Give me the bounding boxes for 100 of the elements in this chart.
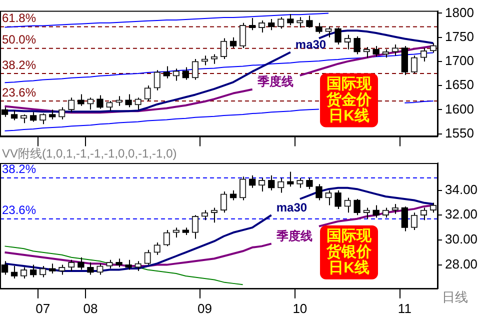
candlestick bbox=[258, 20, 266, 34]
candlestick bbox=[420, 47, 428, 62]
candlestick bbox=[248, 174, 256, 188]
candlestick bbox=[134, 260, 142, 272]
x-tick-label: 07 bbox=[36, 300, 50, 316]
chart-title: VV附线(1,0,1,-1,-1,-1,0,0,-1,-1,0) bbox=[2, 146, 177, 160]
candlestick bbox=[354, 198, 360, 216]
annotation: 38.2% bbox=[2, 162, 36, 176]
candlestick bbox=[68, 259, 75, 272]
candlestick bbox=[296, 16, 304, 28]
candlestick bbox=[10, 110, 18, 121]
y-tick-label: 30.00 bbox=[445, 232, 478, 247]
candlestick bbox=[372, 204, 380, 218]
candlestick bbox=[116, 96, 122, 106]
candlestick bbox=[96, 263, 104, 276]
candlestick bbox=[287, 14, 294, 26]
y-tick-label: 1750 bbox=[445, 28, 474, 44]
y-tick-label: 32.00 bbox=[445, 206, 478, 222]
series-label: 季度线 bbox=[275, 229, 312, 244]
candlestick bbox=[334, 190, 342, 210]
candlestick bbox=[40, 113, 46, 125]
candlestick bbox=[230, 190, 237, 201]
candlestick bbox=[306, 177, 313, 190]
annotation: 38.2% bbox=[2, 58, 36, 72]
candlestick bbox=[192, 58, 199, 80]
candlestick bbox=[334, 27, 342, 46]
candlestick bbox=[144, 85, 151, 102]
candlestick bbox=[68, 97, 75, 113]
candlestick bbox=[30, 112, 37, 122]
candlestick bbox=[78, 94, 84, 106]
candlestick bbox=[363, 46, 370, 58]
candlestick bbox=[220, 38, 228, 60]
annotation: 23.6% bbox=[2, 85, 36, 100]
candlestick bbox=[316, 22, 322, 34]
candlestick bbox=[372, 46, 380, 58]
candlestick bbox=[87, 97, 94, 110]
candlestick bbox=[382, 207, 389, 218]
candlestick bbox=[354, 36, 360, 55]
candlestick bbox=[106, 100, 113, 112]
candlestick bbox=[172, 227, 180, 238]
candlestick bbox=[268, 18, 275, 31]
candlestick bbox=[40, 266, 46, 278]
annotation: 23.6% bbox=[2, 203, 36, 218]
y-tick-label: 1800 bbox=[445, 4, 474, 20]
candlestick bbox=[87, 262, 94, 276]
x-axis-title: 日线 bbox=[442, 289, 468, 304]
candlestick bbox=[392, 44, 398, 56]
candlestick bbox=[20, 266, 28, 279]
candlestick bbox=[420, 207, 428, 221]
x-tick-label: 09 bbox=[197, 300, 212, 316]
candlestick bbox=[230, 36, 237, 48]
candlestick bbox=[134, 97, 142, 110]
candlestick bbox=[58, 264, 66, 276]
x-tick-label: 08 bbox=[83, 300, 98, 316]
candlestick bbox=[58, 106, 66, 120]
series-label: 季度线 bbox=[256, 74, 294, 89]
x-tick-label: 11 bbox=[398, 300, 412, 316]
candlestick bbox=[49, 109, 56, 120]
candlestick bbox=[239, 176, 246, 201]
candlestick bbox=[325, 190, 332, 206]
candlestick bbox=[410, 212, 418, 231]
candlestick bbox=[410, 55, 418, 74]
candlestick bbox=[201, 55, 208, 66]
candlestick bbox=[163, 66, 170, 79]
annotation: 50.0% bbox=[2, 32, 36, 47]
candlestick bbox=[248, 18, 256, 31]
candlestick bbox=[78, 256, 84, 270]
candlestick bbox=[154, 70, 160, 91]
candlestick bbox=[316, 184, 322, 201]
x-tick-label: 10 bbox=[292, 300, 308, 316]
candlestick bbox=[182, 66, 190, 80]
candlestick bbox=[144, 249, 151, 266]
series-label: ma30 bbox=[276, 200, 308, 214]
candlestick bbox=[344, 197, 351, 214]
candlestick bbox=[325, 26, 332, 38]
candlestick bbox=[210, 54, 218, 64]
candlestick bbox=[192, 214, 199, 240]
y-tick-label: 1700 bbox=[445, 53, 474, 68]
y-tick-label: 1650 bbox=[445, 77, 474, 92]
candlestick bbox=[163, 230, 170, 247]
candlestick bbox=[125, 94, 132, 108]
candlestick bbox=[30, 264, 37, 278]
candlestick bbox=[306, 15, 313, 28]
candlestick bbox=[239, 22, 246, 48]
candlestick bbox=[154, 242, 160, 256]
candlestick bbox=[287, 171, 294, 188]
series-label: ma30 bbox=[295, 38, 326, 52]
candlestick bbox=[220, 191, 228, 214]
annotation: 国际现货银价日K线 bbox=[326, 228, 372, 277]
candlestick bbox=[49, 263, 56, 274]
y-tick-label: 34.00 bbox=[445, 182, 478, 197]
y-tick-label: 1600 bbox=[445, 101, 474, 116]
candlestick bbox=[401, 206, 408, 232]
candlestick bbox=[96, 94, 104, 110]
candlestick bbox=[125, 259, 132, 270]
candlestick bbox=[296, 177, 304, 188]
annotation: 61.8% bbox=[2, 11, 36, 26]
candlestick bbox=[344, 34, 351, 50]
candlestick bbox=[278, 16, 284, 30]
annotation: 国际现货金价日K线 bbox=[326, 75, 372, 124]
